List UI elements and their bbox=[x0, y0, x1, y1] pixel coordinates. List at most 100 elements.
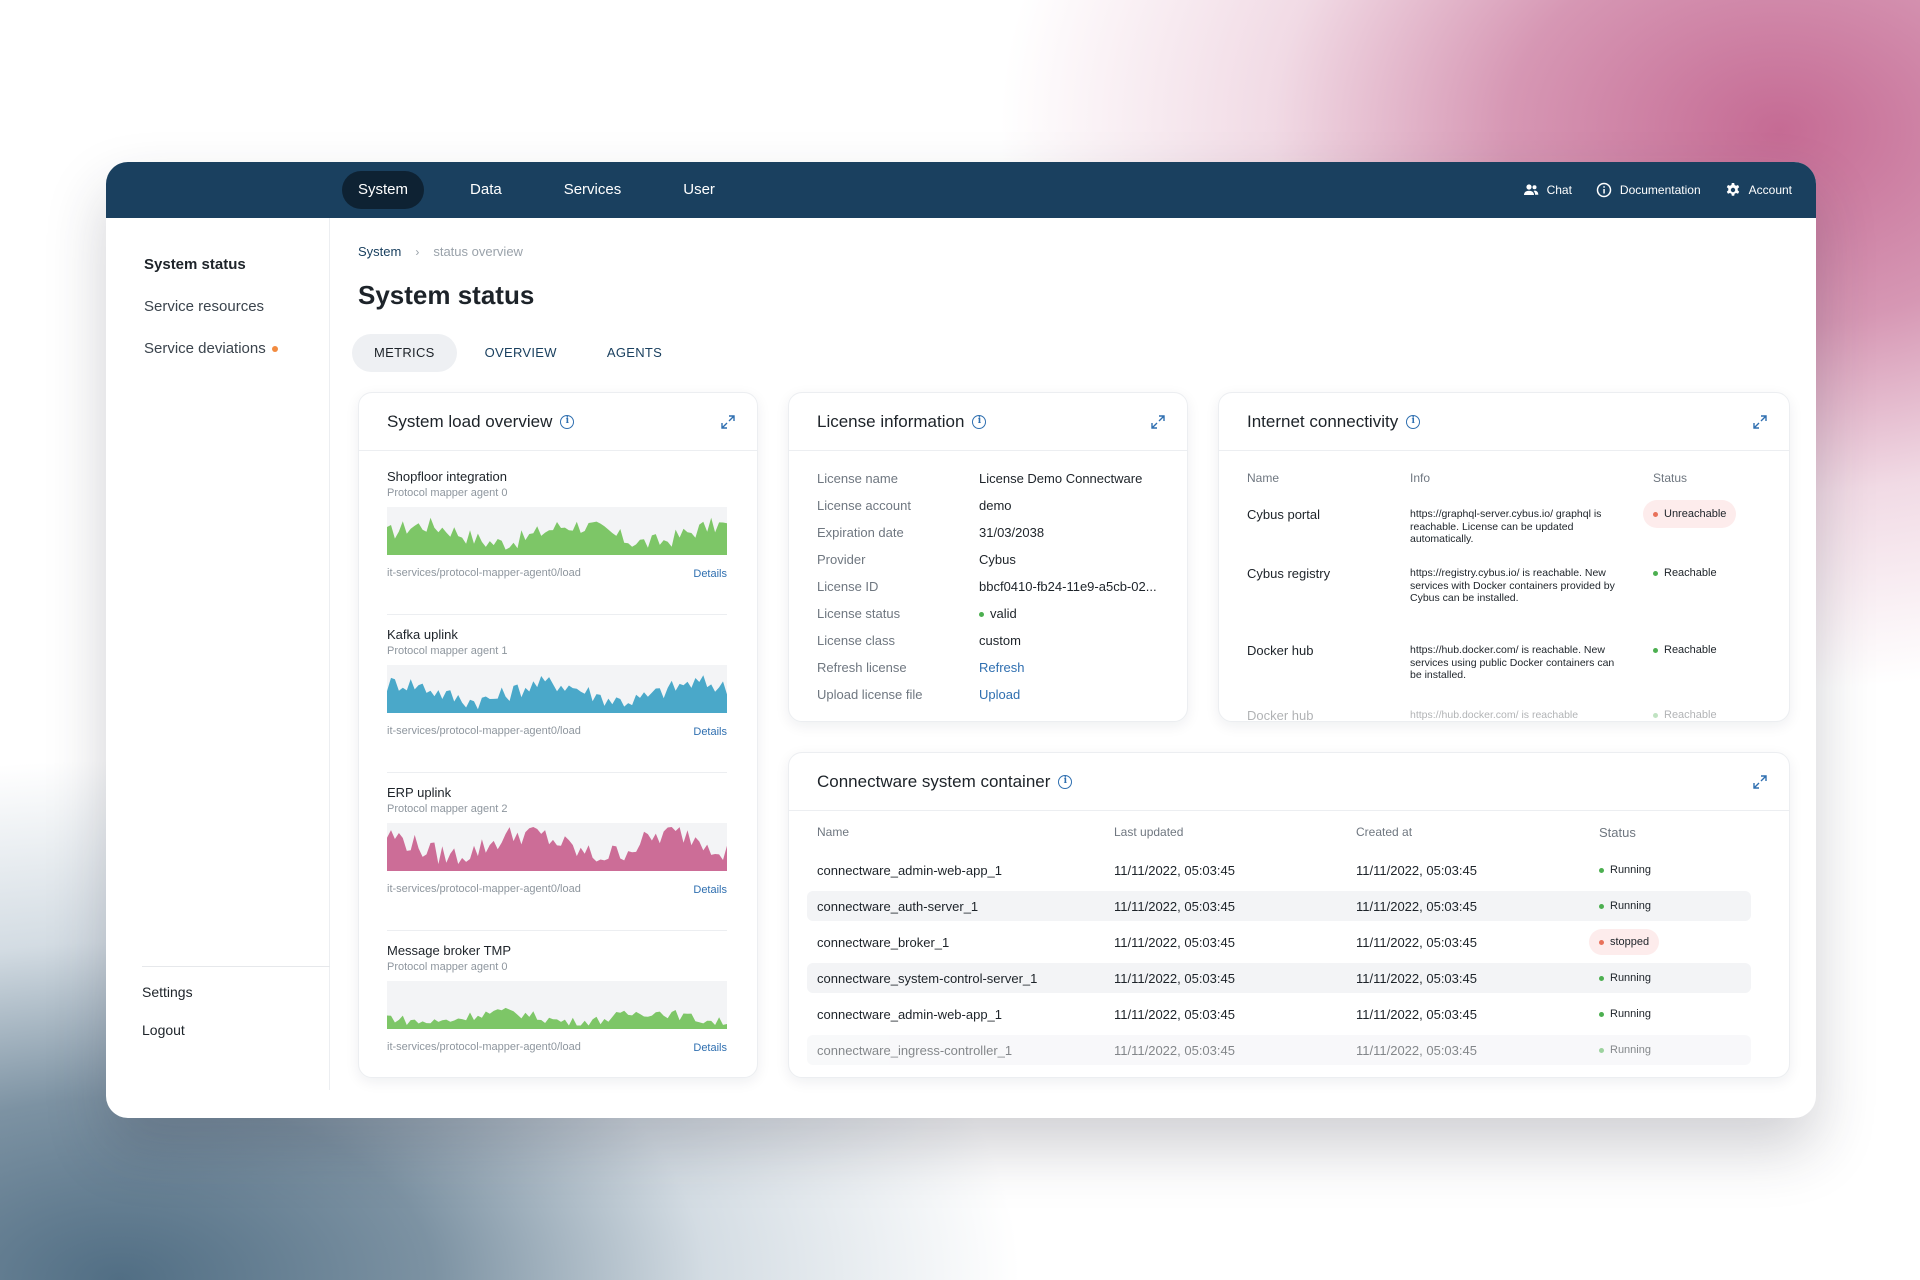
upload-license-link[interactable]: Upload bbox=[979, 687, 1020, 702]
main-nav: System Data Services User bbox=[342, 171, 761, 209]
documentation-button[interactable]: Documentation bbox=[1596, 182, 1701, 198]
status-badge: Running bbox=[1589, 893, 1661, 919]
container-name: connectware_admin-web-app_1 bbox=[817, 1007, 1003, 1022]
nav-item-system[interactable]: System bbox=[342, 171, 425, 209]
license-row-key: License account bbox=[817, 498, 911, 513]
details-link[interactable]: Details bbox=[693, 884, 727, 896]
status-dot bbox=[1599, 867, 1604, 873]
load-item-agent: Protocol mapper agent 2 bbox=[387, 803, 508, 815]
details-link[interactable]: Details bbox=[693, 1042, 727, 1054]
sidebar-item-label: Service resources bbox=[144, 298, 265, 315]
nav-item-services[interactable]: Services bbox=[563, 181, 622, 198]
breadcrumb: System › status overview bbox=[358, 244, 523, 259]
load-item-path: it-services/protocol-mapper-agent0/load bbox=[387, 883, 581, 895]
refresh-license-link[interactable]: Refresh bbox=[979, 660, 1025, 675]
column-header-status: Status bbox=[1599, 825, 1636, 840]
container-created-at: 11/11/2022, 05:03:45 bbox=[1356, 1007, 1477, 1022]
license-row-value-text: License Demo Connectware bbox=[979, 471, 1143, 486]
column-header-name: Name bbox=[817, 825, 850, 839]
license-row-value-text: demo bbox=[979, 498, 1012, 513]
license-row: License class custom bbox=[817, 633, 1021, 648]
license-row-value: custom bbox=[979, 633, 1021, 648]
app-window: System Data Services User Chat Documenta… bbox=[106, 162, 1816, 1118]
license-row: Expiration date 31/03/2038 bbox=[817, 525, 1044, 540]
top-actions: Chat Documentation Account bbox=[1523, 162, 1792, 218]
chat-label: Chat bbox=[1546, 183, 1572, 197]
license-row-value-text: Upload bbox=[979, 687, 1021, 702]
load-item-footer: it-services/protocol-mapper-agent0/load D… bbox=[387, 565, 727, 581]
status-badge: Running bbox=[1589, 857, 1661, 883]
expand-icon[interactable] bbox=[1753, 775, 1767, 789]
account-button[interactable]: Account bbox=[1725, 182, 1792, 198]
sidebar-item-service-deviations[interactable]: Service deviations bbox=[144, 340, 278, 357]
info-icon[interactable]: i bbox=[972, 415, 987, 429]
logout-link[interactable]: Logout bbox=[142, 1022, 185, 1038]
license-row-key: License status bbox=[817, 606, 901, 621]
tab-bar: METRICS OVERVIEW AGENTS bbox=[352, 334, 684, 372]
tab-agents[interactable]: AGENTS bbox=[606, 345, 663, 360]
table-row[interactable]: connectware_broker_1 11/11/2022, 05:03:45… bbox=[807, 927, 1751, 957]
load-item-path: it-services/protocol-mapper-agent0/load bbox=[387, 1041, 581, 1053]
load-sparkline bbox=[387, 981, 727, 1029]
info-icon[interactable]: i bbox=[1058, 775, 1073, 789]
container-created-at: 11/11/2022, 05:03:45 bbox=[1356, 863, 1477, 878]
container-last-updated: 11/11/2022, 05:03:45 bbox=[1114, 899, 1235, 914]
nav-item-data[interactable]: Data bbox=[470, 181, 502, 198]
status-badge: Running bbox=[1589, 965, 1661, 991]
info-icon[interactable]: i bbox=[1406, 415, 1421, 429]
connectivity-info: https://registry.cybus.io/ is reachable.… bbox=[1410, 567, 1615, 604]
expand-icon[interactable] bbox=[1151, 415, 1165, 429]
load-item-name: Message broker TMP bbox=[387, 943, 512, 958]
sparkline-area bbox=[387, 827, 727, 871]
expand-icon[interactable] bbox=[1753, 415, 1767, 429]
expand-icon[interactable] bbox=[721, 415, 735, 429]
connectivity-info: https://hub.docker.com/ is reachable bbox=[1410, 709, 1579, 721]
license-row-value: License Demo Connectware bbox=[979, 471, 1142, 486]
status-dot bbox=[1599, 903, 1604, 909]
card-title-text: System load overview bbox=[387, 412, 553, 431]
table-row[interactable]: connectware_admin-web-app_1 11/11/2022, 0… bbox=[807, 999, 1751, 1029]
container-name: connectware_broker_1 bbox=[817, 935, 950, 950]
breadcrumb-system-link[interactable]: System bbox=[358, 244, 402, 259]
license-row-value-text: 31/03/2038 bbox=[979, 525, 1045, 540]
connectivity-name: Docker hub bbox=[1247, 708, 1314, 722]
connectivity-card: Internet connectivity i Name Info Status … bbox=[1218, 392, 1790, 722]
details-link[interactable]: Details bbox=[693, 568, 727, 580]
status-text: Running bbox=[1610, 1044, 1651, 1056]
nav-item-user[interactable]: User bbox=[683, 181, 715, 198]
connectivity-info: https://hub.docker.com/ is reachable. Ne… bbox=[1410, 644, 1615, 681]
info-icon[interactable]: i bbox=[560, 415, 575, 429]
settings-link[interactable]: Settings bbox=[142, 984, 193, 1000]
container-last-updated: 11/11/2022, 05:03:45 bbox=[1114, 935, 1235, 950]
license-row: Upload license file Upload bbox=[817, 687, 1020, 702]
license-row: License ID bbcf0410-fb24-11e9-a5cb-02... bbox=[817, 579, 1157, 594]
sidebar-item-system-status[interactable]: System status bbox=[144, 256, 246, 273]
table-row[interactable]: connectware_ingress-controller_1 11/11/20… bbox=[807, 1035, 1751, 1065]
connectivity-name: Docker hub bbox=[1247, 643, 1314, 658]
status-dot bbox=[1653, 712, 1658, 718]
chat-users-icon bbox=[1523, 184, 1538, 195]
status-text: Running bbox=[1610, 1008, 1651, 1020]
load-item-path: it-services/protocol-mapper-agent0/load bbox=[387, 725, 581, 737]
tab-overview[interactable]: OVERVIEW bbox=[484, 345, 557, 360]
column-header-status: Status bbox=[1653, 471, 1688, 485]
status-text: Running bbox=[1610, 900, 1651, 912]
license-row-value: bbcf0410-fb24-11e9-a5cb-02... bbox=[979, 579, 1157, 594]
load-item-name: Kafka uplink bbox=[387, 627, 458, 642]
chat-button[interactable]: Chat bbox=[1523, 182, 1572, 198]
status-badge: Running bbox=[1589, 1001, 1661, 1027]
table-row[interactable]: connectware_auth-server_1 11/11/2022, 05:… bbox=[807, 891, 1751, 921]
sidebar-item-service-resources[interactable]: Service resources bbox=[144, 298, 264, 315]
page-title: System status bbox=[358, 280, 535, 310]
table-row[interactable]: connectware_admin-web-app_1 11/11/2022, 0… bbox=[807, 855, 1751, 885]
license-row-value: demo bbox=[979, 498, 1012, 513]
tab-metrics[interactable]: METRICS bbox=[352, 334, 457, 372]
container-name: connectware_ingress-controller_1 bbox=[817, 1043, 1013, 1058]
load-sparkline bbox=[387, 507, 727, 555]
status-dot bbox=[1599, 1011, 1604, 1017]
license-row-value-text: Refresh bbox=[979, 660, 1025, 675]
details-link[interactable]: Details bbox=[693, 726, 727, 738]
sidebar-item-label: System status bbox=[144, 256, 246, 273]
table-row[interactable]: connectware_system-control-server_1 11/11… bbox=[807, 963, 1751, 993]
license-row-key: Expiration date bbox=[817, 525, 904, 540]
